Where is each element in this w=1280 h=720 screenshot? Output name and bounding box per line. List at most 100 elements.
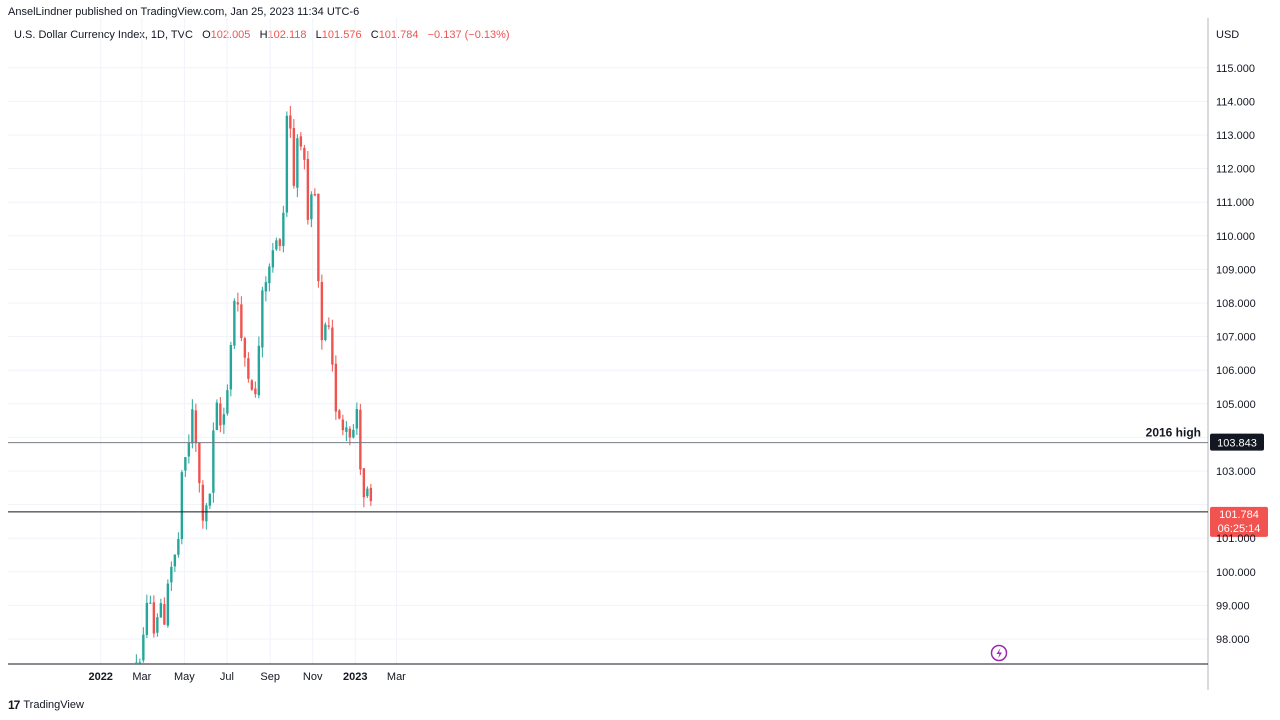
candle-body — [233, 300, 236, 346]
candle-body — [306, 158, 310, 220]
symbol-name[interactable]: U.S. Dollar Currency Index, 1D, TVC — [14, 29, 193, 41]
x-tick-label: Nov — [303, 671, 323, 683]
candle-body — [215, 402, 219, 431]
x-tick-label: May — [174, 671, 195, 683]
candle-body — [264, 282, 268, 292]
tradingview-logo-icon: 17 — [8, 698, 20, 712]
candle-body — [254, 388, 257, 395]
close-value: 101.784 — [378, 29, 419, 41]
candle-body — [275, 240, 278, 250]
candle-body — [170, 566, 173, 583]
candle-body — [240, 304, 243, 339]
candle-body — [205, 505, 208, 522]
bar-countdown: 06:25:14 — [1218, 523, 1261, 535]
candle-body — [313, 193, 317, 196]
x-tick-label: Mar — [387, 671, 406, 683]
candle-body — [317, 193, 320, 282]
candle-body — [201, 484, 205, 521]
x-tick-label: 2023 — [343, 671, 367, 683]
tradingview-brand-text: TradingView — [23, 699, 84, 711]
candle-body — [149, 602, 152, 604]
candle-body — [163, 604, 166, 625]
candle-body — [345, 427, 348, 432]
candle-body — [310, 194, 313, 220]
y-tick-label: 114.000 — [1216, 96, 1255, 108]
candle-body — [142, 634, 145, 661]
candle-body — [352, 429, 355, 438]
candle-body — [145, 602, 149, 635]
low-value: 101.576 — [321, 29, 362, 41]
candle-body — [184, 457, 187, 471]
candle-body — [292, 128, 296, 186]
y-tick-label: 113.000 — [1216, 130, 1255, 142]
candle-body — [268, 266, 271, 284]
candle-body — [366, 488, 369, 497]
candle-body — [187, 442, 191, 457]
y-tick-label: 101.000 — [1216, 533, 1256, 545]
candle-body — [236, 302, 240, 305]
candle-body — [331, 327, 334, 365]
lightning-icon[interactable] — [990, 644, 1008, 662]
x-tick-label: Mar — [132, 671, 151, 683]
change-value: −0.137 (−0.13%) — [427, 29, 510, 41]
candle-body — [334, 363, 338, 412]
open-value: 102.005 — [210, 29, 251, 41]
y-tick-label: 108.000 — [1216, 298, 1256, 310]
candle-body — [362, 468, 366, 498]
candle-body — [229, 345, 233, 390]
level-label-2016-high: 2016 high — [1146, 426, 1201, 440]
x-tick-label: 2022 — [88, 671, 112, 683]
candle-body — [324, 324, 327, 341]
level-price-tag — [1210, 433, 1264, 451]
candle-body — [166, 583, 170, 626]
tradingview-footer-logo[interactable]: 17 TradingView — [8, 698, 84, 712]
candle-body — [250, 380, 254, 390]
candle-body — [180, 472, 184, 540]
currency-label[interactable]: USD — [1216, 29, 1240, 41]
level-price-value: 103.843 — [1217, 438, 1257, 450]
candle-body — [198, 442, 201, 484]
candle-body — [194, 410, 198, 444]
candle-body — [271, 250, 275, 268]
y-tick-label: 111.000 — [1216, 197, 1254, 209]
candle-body — [152, 602, 156, 634]
lightning-bolt-shape — [996, 648, 1002, 659]
y-tick-label: 115.000 — [1216, 63, 1255, 75]
candle-body — [156, 617, 159, 633]
candle-body — [243, 338, 247, 358]
candle-body — [341, 419, 345, 431]
candle-body — [191, 409, 194, 444]
candle-body — [135, 662, 138, 664]
candle-body — [289, 115, 292, 129]
high-label: H — [259, 29, 268, 41]
y-tick-label: 107.000 — [1216, 332, 1256, 344]
symbol-legend: U.S. Dollar Currency Index, 1D, TVC O102… — [14, 29, 510, 41]
candle-body — [261, 290, 264, 348]
y-tick-label: 100.000 — [1216, 567, 1256, 579]
open-label: O — [202, 29, 211, 41]
candle-body — [359, 409, 362, 470]
candle-body — [173, 554, 177, 567]
candle-body — [282, 212, 285, 247]
current-price-tag — [1210, 506, 1268, 537]
low-label: L — [315, 29, 322, 41]
current-price-value: 101.784 — [1219, 509, 1259, 521]
candle-body — [138, 662, 142, 664]
candle-body — [208, 493, 212, 506]
candle-body — [222, 414, 226, 425]
candle-body — [257, 345, 261, 396]
y-tick-label: 112.000 — [1216, 164, 1255, 176]
candle-body — [348, 428, 352, 438]
y-tick-label: 99.000 — [1216, 600, 1250, 612]
candle-body — [247, 358, 250, 379]
candle-body — [278, 239, 282, 246]
candle-body — [212, 430, 215, 493]
y-tick-label: 109.000 — [1216, 264, 1256, 276]
candle-body — [177, 538, 180, 555]
candle-body — [285, 115, 289, 213]
y-tick-label: 106.000 — [1216, 365, 1256, 377]
published-by-line: AnselLindner published on TradingView.co… — [8, 6, 360, 18]
candle-body — [320, 281, 324, 341]
y-tick-label: 103.000 — [1216, 466, 1256, 478]
